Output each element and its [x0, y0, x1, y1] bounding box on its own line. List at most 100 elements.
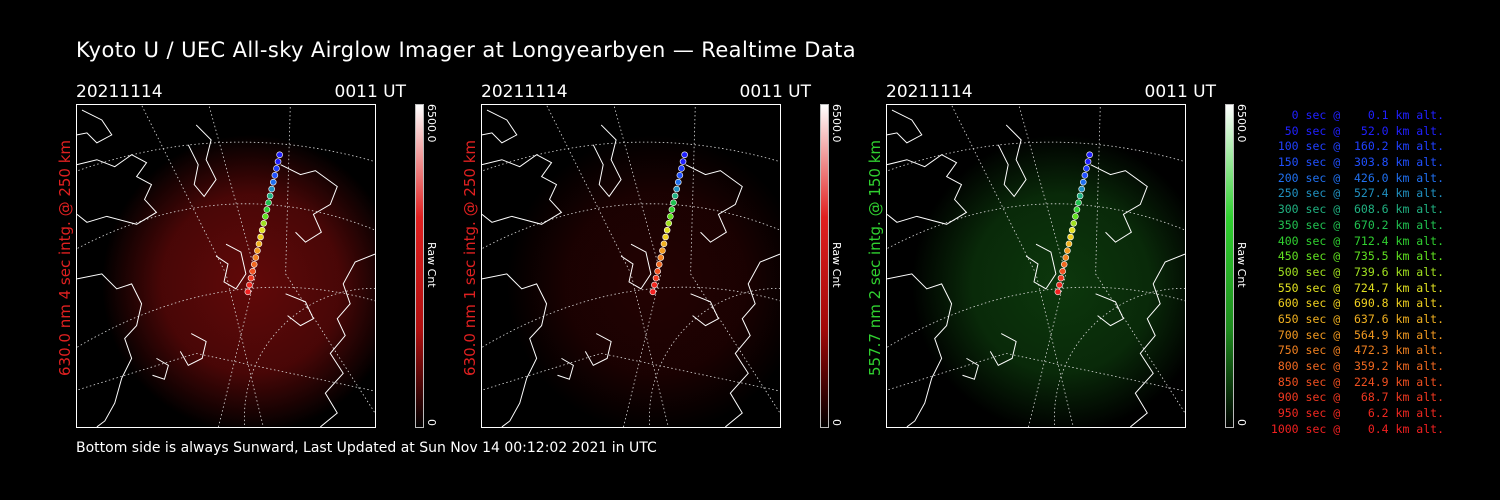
trajectory-point — [1083, 165, 1090, 172]
geographic-grid-line — [77, 353, 375, 392]
legend-item: 500 sec @ 739.6 km alt. — [1270, 264, 1444, 279]
colorbar-min-label: 0 — [1235, 419, 1248, 426]
colorbar-max-label: 6500.0 — [830, 104, 843, 143]
colorbar — [415, 104, 424, 428]
legend-item: 0 sec @ 0.1 km alt. — [1270, 108, 1444, 122]
coastline — [77, 109, 113, 144]
geographic-grid-line — [482, 203, 780, 250]
trajectory-point — [665, 220, 673, 227]
legend-item: 450 sec @ 735.5 km alt. — [1270, 249, 1444, 264]
trajectory-point — [250, 261, 258, 268]
trajectory-point — [276, 151, 283, 159]
trajectory-point — [258, 226, 266, 234]
coastline — [77, 273, 143, 427]
coastline — [584, 333, 612, 366]
airglow-emission — [506, 134, 780, 427]
trajectory-point — [257, 233, 264, 241]
coastline — [320, 253, 375, 427]
geographic-grid-line — [887, 203, 1185, 250]
allsky-map-svg — [887, 105, 1185, 427]
panel-time: 0011 UT — [1144, 82, 1217, 102]
colorbar-unit-label: Raw Cnt — [1235, 242, 1248, 288]
trajectory-point — [678, 165, 685, 172]
trajectory-point — [254, 247, 261, 254]
trajectory-point — [273, 165, 280, 172]
geographic-grid-line — [690, 105, 780, 414]
colorbar-min-label: 0 — [830, 419, 843, 426]
legend-item: 200 sec @ 426.0 km alt. — [1270, 170, 1444, 185]
coastline — [690, 293, 720, 327]
trajectory-point — [1068, 226, 1076, 234]
trajectory-point — [266, 192, 274, 200]
trajectory-point — [246, 281, 253, 289]
coastline — [887, 154, 968, 225]
trajectory-point — [1054, 288, 1062, 296]
trajectory-point — [676, 172, 684, 179]
geographic-grid-line — [482, 286, 780, 348]
legend-item: 600 sec @ 690.8 km alt. — [1270, 296, 1444, 311]
trajectory-point — [1078, 185, 1085, 193]
trajectory-point — [660, 240, 668, 248]
panel-ylabel: 557.7 nm 2 sec intg. @ 150 km — [866, 139, 884, 376]
geographic-grid-line — [482, 141, 780, 172]
allsky-map-svg — [77, 105, 375, 427]
coastline — [77, 154, 158, 225]
trajectory-point — [255, 240, 263, 248]
airglow-emission — [101, 134, 375, 427]
trajectory-point — [1086, 151, 1093, 159]
trajectory-point — [1070, 220, 1078, 227]
geographic-grid-line — [887, 286, 1185, 348]
coastline — [887, 109, 923, 144]
panel-ylabel: 630.0 nm 4 sec intg. @ 250 km — [56, 139, 74, 376]
trajectory-point — [263, 206, 271, 213]
coastline — [280, 164, 338, 243]
geographic-grid-line — [285, 105, 375, 414]
colorbar — [1225, 104, 1234, 428]
trajectory-point — [1064, 247, 1071, 254]
legend-item: 750 sec @ 472.3 km alt. — [1270, 343, 1444, 358]
coastline — [1095, 293, 1125, 327]
legend-item: 400 sec @ 712.4 km alt. — [1270, 233, 1444, 248]
coastline — [285, 293, 315, 327]
legend-item: 700 sec @ 564.9 km alt. — [1270, 327, 1444, 342]
trajectory-point — [655, 261, 663, 268]
coastline — [482, 154, 563, 225]
trajectory-point — [1075, 199, 1082, 207]
trajectory-point — [262, 213, 269, 220]
trajectory-point — [1076, 192, 1084, 200]
trajectory-point — [1057, 274, 1065, 282]
legend-item: 950 sec @ 6.2 km alt. — [1270, 406, 1444, 421]
geographic-grid-line — [887, 141, 1185, 172]
trajectory-legend: 0 sec @ 0.1 km alt. 50 sec @ 52.0 km alt… — [1262, 108, 1444, 437]
legend-item: 100 sec @ 160.2 km alt. — [1270, 139, 1444, 154]
colorbar-unit-label: Raw Cnt — [830, 242, 843, 288]
trajectory-point — [249, 267, 256, 275]
colorbar-min-label: 0 — [425, 419, 438, 426]
coastline — [152, 357, 169, 380]
geographic-grid-line — [244, 287, 375, 427]
coastline — [1090, 164, 1148, 243]
trajectory-point — [651, 281, 658, 289]
legend-item: 650 sec @ 637.6 km alt. — [1270, 311, 1444, 326]
coastline — [1130, 253, 1185, 427]
geographic-grid-line — [482, 353, 780, 392]
imager-panel-2: 20211114 0011 UT — [481, 82, 841, 432]
geographic-grid-line — [77, 141, 375, 172]
geographic-grid-line — [1095, 105, 1185, 414]
trajectory-point — [679, 158, 687, 165]
trajectory-point — [659, 247, 666, 254]
geographic-grid-line — [649, 287, 780, 427]
geographic-grid-line — [1054, 287, 1185, 427]
coastline — [989, 333, 1017, 366]
coastline — [887, 273, 953, 427]
coastline — [557, 357, 574, 380]
trajectory-point — [675, 178, 682, 186]
airglow-emission — [911, 134, 1185, 427]
trajectory-point — [1084, 158, 1092, 165]
panel-time: 0011 UT — [334, 82, 407, 102]
coastline — [962, 357, 979, 380]
legend-item: 350 sec @ 670.2 km alt. — [1270, 217, 1444, 232]
trajectory-point — [268, 185, 275, 193]
legend-item: 50 sec @ 52.0 km alt. — [1270, 123, 1444, 138]
trajectory-point — [1067, 233, 1074, 241]
